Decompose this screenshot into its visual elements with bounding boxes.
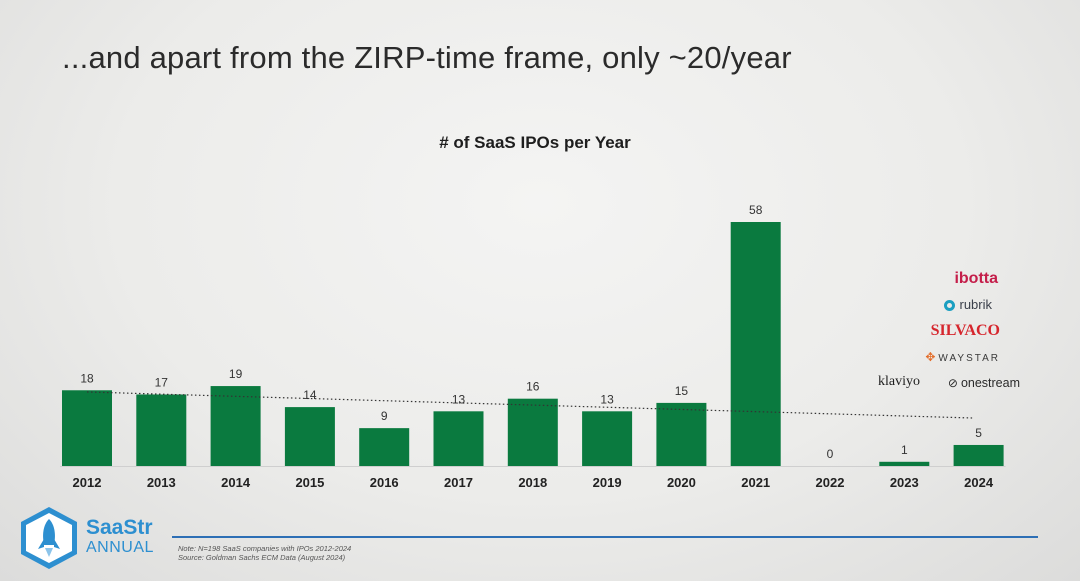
x-tick-label: 2017 xyxy=(444,475,473,490)
chart-title: # of SaaS IPOs per Year xyxy=(439,133,631,152)
x-tick-label: 2013 xyxy=(147,475,176,490)
waystar-mark-icon: ✥ xyxy=(925,350,936,364)
bar xyxy=(507,398,558,466)
x-tick-label: 2021 xyxy=(741,475,770,490)
data-label: 0 xyxy=(827,447,834,461)
ibotta-logo: ibotta xyxy=(954,270,998,287)
x-tick-label: 2018 xyxy=(518,475,547,490)
onestream-mark-icon: ⊘ xyxy=(947,376,958,390)
x-tick-label: 2023 xyxy=(890,475,919,490)
bar xyxy=(433,411,484,466)
saastr-brand-name: SaaStr xyxy=(86,516,153,539)
data-label: 13 xyxy=(452,392,466,406)
x-tick-label: 2015 xyxy=(295,475,324,490)
silvaco-logo: SILVACO xyxy=(930,322,1000,339)
data-label: 58 xyxy=(749,203,763,217)
x-tick-label: 2016 xyxy=(370,475,399,490)
data-label: 13 xyxy=(600,392,614,406)
data-label: 1 xyxy=(901,443,908,457)
bar xyxy=(136,394,187,466)
bar xyxy=(953,444,1004,466)
bar xyxy=(62,390,112,466)
bar xyxy=(879,461,930,466)
rubrik-mark-icon xyxy=(944,300,956,311)
rubrik-logo: rubrik xyxy=(944,297,992,312)
data-label: 16 xyxy=(526,380,540,394)
onestream-logo: ⊘ onestream xyxy=(948,376,1020,390)
x-tick-label: 2020 xyxy=(667,475,696,490)
bar xyxy=(210,386,261,466)
x-tick-label: 2024 xyxy=(964,475,994,490)
footer-divider xyxy=(172,536,1038,538)
saastr-rocket-icon xyxy=(21,507,77,569)
rubrik-logo-text: rubrik xyxy=(959,297,992,312)
data-label: 18 xyxy=(80,371,94,385)
bar xyxy=(359,428,410,466)
data-label: 19 xyxy=(229,367,243,381)
slide-title: ...and apart from the ZIRP-time frame, o… xyxy=(62,40,792,75)
x-tick-label: 2014 xyxy=(221,475,251,490)
onestream-logo-text: onestream xyxy=(960,376,1020,390)
klaviyo-logo: klaviyo xyxy=(878,374,920,389)
x-tick-label: 2012 xyxy=(73,475,102,490)
footnote: Note: N=198 SaaS companies with IPOs 201… xyxy=(178,544,352,553)
waystar-logo: ✥ WAYSTAR xyxy=(925,350,1000,364)
source-note: Source: Goldman Sachs ECM Data (August 2… xyxy=(178,553,346,562)
bar xyxy=(582,411,633,466)
data-label: 17 xyxy=(155,375,169,389)
bar xyxy=(656,402,707,466)
waystar-logo-text: WAYSTAR xyxy=(938,353,1000,364)
saastr-brand-sub: ANNUAL xyxy=(86,539,154,556)
bar xyxy=(284,407,335,466)
data-label: 5 xyxy=(975,426,982,440)
data-label: 9 xyxy=(381,409,388,423)
data-label: 14 xyxy=(303,388,317,402)
x-tick-label: 2022 xyxy=(816,475,845,490)
bar xyxy=(730,222,781,466)
data-label: 15 xyxy=(675,384,689,398)
x-tick-label: 2019 xyxy=(593,475,622,490)
